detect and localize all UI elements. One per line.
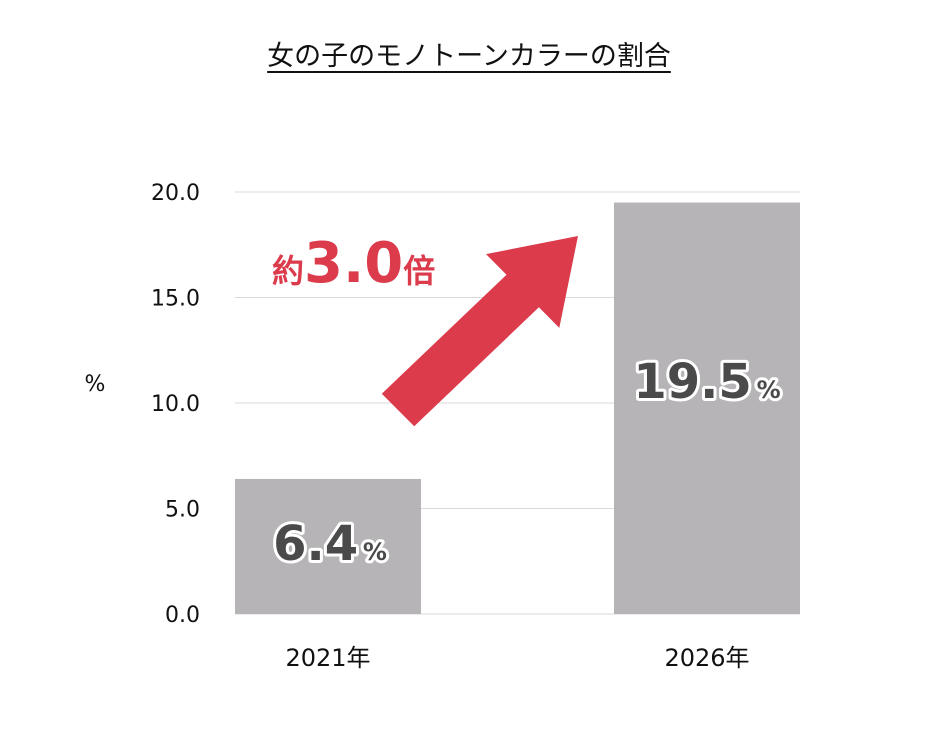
x-category-label: 2026年 [664, 644, 749, 672]
data-label-value: 19.5 [633, 354, 751, 410]
bars [235, 202, 800, 615]
x-category-label: 2021年 [285, 644, 370, 672]
growth-arrow-group: 約3.0倍 [272, 231, 578, 427]
bar [614, 202, 800, 615]
y-tick-label: 0.0 [165, 603, 200, 628]
data-labels: 6.4 %19.5 % [270, 351, 784, 575]
growth-multiplier-label: 約3.0倍 [272, 231, 435, 296]
data-label-unit: % [752, 376, 781, 404]
y-tick-label: 10.0 [151, 392, 200, 417]
y-axis-unit-label: % [85, 372, 106, 397]
growth-arrow-icon [381, 236, 578, 427]
multiplier-value: 3.0 [304, 231, 403, 296]
y-tick-label: 20.0 [151, 181, 200, 206]
data-label: 19.5 % [633, 354, 780, 410]
bar [235, 478, 421, 614]
y-tick-label: 5.0 [165, 498, 200, 523]
data-label: 6.4 % [273, 516, 387, 572]
multiplier-suffix: 倍 [403, 252, 435, 290]
data-label-unit: % [358, 538, 387, 566]
y-tick-label: 15.0 [151, 287, 200, 312]
multiplier-prefix: 約 [272, 252, 304, 290]
axes: 0.0 5.0 10.0 15.0 20.0% 2021年 2026年 [85, 181, 750, 672]
data-label-value: 6.4 [273, 516, 358, 572]
chart-title: 女の子のモノトーンカラーの割合 [267, 41, 671, 72]
